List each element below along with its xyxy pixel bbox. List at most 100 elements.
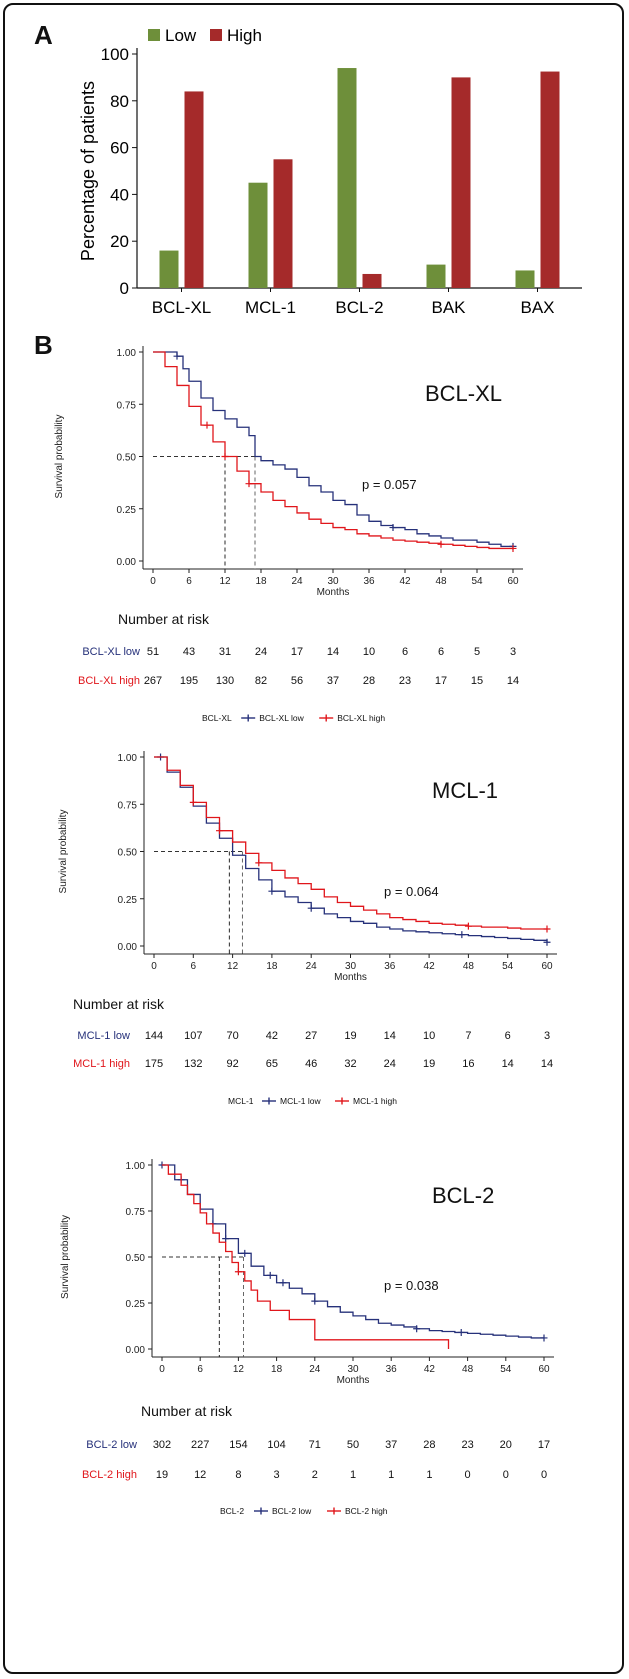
y-axis-label: Survival probability (54, 415, 65, 499)
censor-mark-bcl-2-low (222, 1235, 230, 1243)
risk-count: 7 (465, 1030, 471, 1042)
risk-row-label: MCL-1 low (77, 1030, 130, 1042)
km-plot-bcl-xl: 0.000.250.500.751.000 6 12 18 24 30 36 42 48 54 60… (54, 346, 523, 723)
y-tick-label: 0.00 (126, 1345, 146, 1356)
x-tick-label: 6 (197, 1364, 203, 1375)
risk-count: 20 (500, 1439, 512, 1451)
y-tick-label: 0.75 (126, 1207, 146, 1218)
x-tick-label: 0 (150, 576, 156, 587)
risk-count: 302 (153, 1439, 171, 1451)
x-tick-label: 24 (309, 1364, 321, 1375)
risk-count: 14 (541, 1058, 553, 1070)
legend-label: MCL-1 high (353, 1096, 397, 1106)
risk-count: 3 (510, 646, 516, 658)
risk-row-label: BCL-2 high (82, 1469, 137, 1481)
x-tick-label: 24 (291, 576, 303, 587)
risk-count: 37 (385, 1439, 397, 1451)
risk-table-title: Number at risk (141, 1403, 233, 1419)
bar-low (426, 264, 446, 288)
risk-count: 16 (462, 1058, 474, 1070)
panel-label-a: A (34, 20, 53, 50)
y-tick-label: 20 (110, 232, 129, 251)
risk-count: 19 (423, 1058, 435, 1070)
x-tick-label: 42 (424, 1364, 436, 1375)
x-tick-label: 12 (233, 1364, 245, 1375)
x-tick-label: BCL-XL (152, 298, 212, 317)
risk-count: 6 (505, 1030, 511, 1042)
censor-mark-bcl-2-low (413, 1325, 421, 1333)
bar-low (515, 270, 535, 288)
censor-mark-bcl-xl-high (221, 453, 229, 460)
legend-label: MCL-1 low (280, 1096, 321, 1106)
panel-label-b: B (34, 330, 53, 360)
x-tick-label: 54 (502, 961, 514, 972)
x-tick-label: MCL-1 (245, 298, 296, 317)
y-tick-label: 0.50 (118, 848, 138, 859)
censor-mark-bcl-2-low (266, 1271, 274, 1279)
p-value: p = 0.064 (384, 884, 439, 899)
km-plot-mcl-1: 0.000.250.500.751.000 6 12 18 24 30 36 42 48 54 60… (58, 751, 557, 1106)
risk-count: 19 (156, 1469, 168, 1481)
risk-count: 70 (226, 1030, 238, 1042)
legend-title: BCL-XL (202, 713, 232, 723)
risk-count: 19 (344, 1030, 356, 1042)
x-tick-label: 60 (507, 576, 519, 587)
censor-mark-bcl-2-low (279, 1279, 287, 1287)
risk-count: 32 (344, 1058, 356, 1070)
legend-title: MCL-1 (228, 1096, 254, 1106)
censor-mark-bcl-xl-low (173, 352, 181, 360)
x-tick-label: 30 (345, 961, 357, 972)
censor-mark-bcl-2-low (540, 1334, 548, 1342)
x-tick-label: 54 (471, 576, 483, 587)
risk-count: 24 (255, 646, 267, 658)
y-axis-label: Survival probability (60, 1215, 71, 1299)
risk-count: 17 (538, 1439, 550, 1451)
risk-count: 1 (388, 1469, 394, 1481)
risk-table-title: Number at risk (73, 996, 165, 1012)
censor-mark-mcl-1-low (458, 931, 466, 939)
x-tick-label: 18 (255, 576, 267, 587)
censor-mark-mcl-1-low (307, 904, 315, 912)
survival-curve-bcl-2-high (162, 1164, 450, 1349)
risk-count: 0 (503, 1469, 509, 1481)
x-tick-label: BAX (520, 298, 554, 317)
plot-title: BCL-XL (425, 381, 502, 406)
x-tick-label: 18 (266, 961, 278, 972)
censor-mark-mcl-1-high (255, 859, 263, 867)
censor-mark-bcl-2-high (234, 1268, 242, 1276)
survival-curve-bcl-xl-low (153, 351, 513, 548)
y-tick-label: 1.00 (126, 1161, 146, 1172)
x-tick-label: BAK (431, 298, 466, 317)
risk-count: 23 (461, 1439, 473, 1451)
y-tick-label: 0.25 (117, 505, 137, 516)
risk-row-label: MCL-1 high (73, 1058, 130, 1070)
legend-title: BCL-2 (220, 1506, 244, 1516)
risk-count: 175 (145, 1058, 163, 1070)
legend-label: BCL-XL low (259, 713, 304, 723)
y-tick-label: 0.00 (118, 942, 138, 953)
y-tick-label: 1.00 (118, 753, 138, 764)
risk-count: 28 (423, 1439, 435, 1451)
y-axis-label: Survival probability (58, 810, 69, 894)
y-tick-label: 100 (101, 45, 129, 64)
x-axis-label: Months (317, 587, 350, 598)
risk-count: 15 (471, 675, 483, 687)
risk-count: 0 (541, 1469, 547, 1481)
risk-count: 12 (194, 1469, 206, 1481)
risk-count: 31 (219, 646, 231, 658)
legend-swatch-low (148, 29, 160, 41)
risk-count: 130 (216, 675, 234, 687)
legend-label: BCL-2 low (272, 1506, 312, 1516)
risk-count: 132 (184, 1058, 202, 1070)
p-value: p = 0.038 (384, 1278, 439, 1293)
risk-count: 92 (226, 1058, 238, 1070)
y-tick-label: 0.00 (117, 557, 137, 568)
x-tick-label: 36 (384, 961, 396, 972)
x-tick-label: 60 (538, 1364, 550, 1375)
x-tick-label: 48 (462, 1364, 474, 1375)
risk-count: 195 (180, 675, 198, 687)
risk-count: 2 (312, 1469, 318, 1481)
risk-count: 28 (363, 675, 375, 687)
y-tick-label: 0.75 (117, 400, 137, 411)
risk-count: 154 (229, 1439, 247, 1451)
